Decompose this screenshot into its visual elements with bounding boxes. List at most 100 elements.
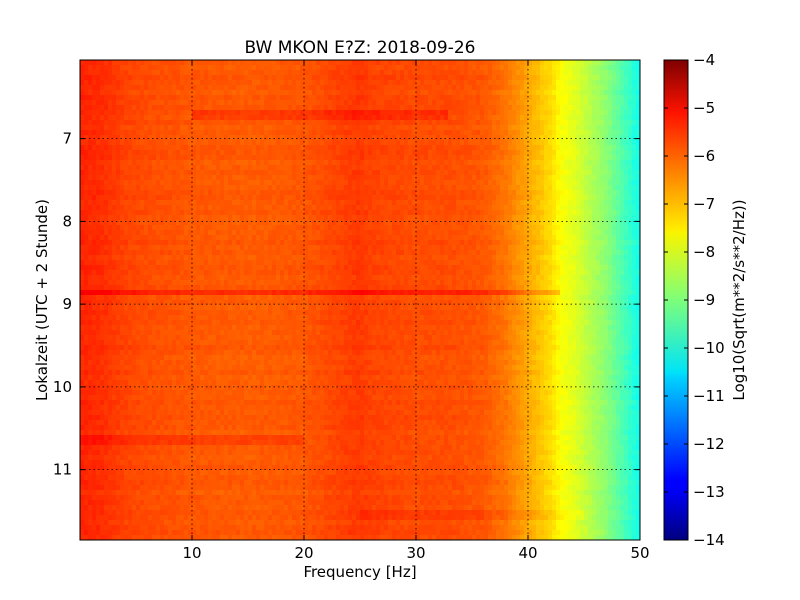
heatmap-cell <box>608 110 613 116</box>
heatmap-cell <box>164 215 169 221</box>
heatmap-cell <box>508 210 513 216</box>
heatmap-cell <box>148 110 153 116</box>
heatmap-cell <box>436 155 441 161</box>
heatmap-cell <box>444 200 449 206</box>
heatmap-cell <box>524 100 529 106</box>
heatmap-cell <box>252 175 257 181</box>
heatmap-cell <box>240 145 245 151</box>
heatmap-cell <box>496 190 501 196</box>
heatmap-cell <box>544 90 549 96</box>
heatmap-cell <box>208 100 213 106</box>
heatmap-cell <box>436 85 441 91</box>
heatmap-cell <box>168 200 173 206</box>
heatmap-cell <box>148 75 153 81</box>
heatmap-cell <box>356 150 361 156</box>
heatmap-cell <box>580 95 585 101</box>
heatmap-cell <box>512 180 517 186</box>
heatmap-cell <box>608 125 613 131</box>
heatmap-cell <box>96 70 101 76</box>
heatmap-cell <box>320 230 325 236</box>
heatmap-cell <box>128 95 133 101</box>
heatmap-cell <box>88 200 93 206</box>
heatmap-cell <box>284 125 289 131</box>
heatmap-cell <box>88 170 93 176</box>
heatmap-cell <box>392 185 397 191</box>
heatmap-cell <box>296 120 301 126</box>
heatmap-cell <box>308 200 313 206</box>
heatmap-cell <box>188 85 193 91</box>
heatmap-cell <box>324 65 329 71</box>
heatmap-cell <box>204 140 209 146</box>
heatmap-cell <box>284 225 289 231</box>
heatmap-cell <box>308 150 313 156</box>
heatmap-cell <box>568 205 573 211</box>
heatmap-cell <box>612 80 617 86</box>
heatmap-cell <box>476 90 481 96</box>
heatmap-cell <box>252 135 257 141</box>
heatmap-cell <box>324 205 329 211</box>
heatmap-cell <box>432 225 437 231</box>
heatmap-cell <box>616 135 621 141</box>
heatmap-cell <box>156 130 161 136</box>
heatmap-cell <box>80 105 85 111</box>
heatmap-cell <box>496 185 501 191</box>
heatmap-cell <box>568 105 573 111</box>
heatmap-cell <box>580 85 585 91</box>
heatmap-cell <box>612 75 617 81</box>
heatmap-cell <box>364 100 369 106</box>
heatmap-cell <box>120 75 125 81</box>
heatmap-cell <box>212 190 217 196</box>
heatmap-cell <box>120 115 125 121</box>
heatmap-cell <box>360 170 365 176</box>
heatmap-cell <box>592 120 597 126</box>
heatmap-cell <box>328 90 333 96</box>
heatmap-cell <box>352 205 357 211</box>
heatmap-cell <box>104 150 109 156</box>
heatmap-cell <box>512 120 517 126</box>
heatmap-cell <box>124 105 129 111</box>
heatmap-cell <box>200 150 205 156</box>
heatmap-cell <box>176 195 181 201</box>
heatmap-cell <box>396 115 401 121</box>
heatmap-cell <box>404 170 409 176</box>
heatmap-cell <box>200 175 205 181</box>
heatmap-cell <box>332 190 337 196</box>
heatmap-cell <box>276 70 281 76</box>
heatmap-cell <box>224 85 229 91</box>
heatmap-cell <box>416 235 421 241</box>
heatmap-cell <box>540 140 545 146</box>
heatmap-cell <box>572 85 577 91</box>
heatmap-cell <box>436 165 441 171</box>
heatmap-cell <box>560 200 565 206</box>
heatmap-cell <box>160 65 165 71</box>
heatmap-cell <box>312 120 317 126</box>
heatmap-cell <box>468 75 473 81</box>
heatmap-cell <box>284 210 289 216</box>
heatmap-cell <box>432 90 437 96</box>
heatmap-cell <box>252 110 257 116</box>
heatmap-cell <box>108 95 113 101</box>
heatmap-cell <box>556 175 561 181</box>
heatmap-cell <box>324 230 329 236</box>
heatmap-cell <box>556 130 561 136</box>
heatmap-cell <box>572 185 577 191</box>
heatmap-cell <box>440 65 445 71</box>
heatmap-cell <box>180 220 185 226</box>
heatmap-cell <box>204 155 209 161</box>
heatmap-cell <box>220 145 225 151</box>
heatmap-cell <box>268 95 273 101</box>
heatmap-cell <box>568 65 573 71</box>
heatmap-cell <box>552 110 557 116</box>
heatmap-cell <box>348 175 353 181</box>
heatmap-cell <box>292 235 297 241</box>
heatmap-cell <box>600 200 605 206</box>
heatmap-cell <box>548 125 553 131</box>
heatmap-cell <box>284 150 289 156</box>
heatmap-cell <box>456 215 461 221</box>
heatmap-cell <box>600 105 605 111</box>
heatmap-cell <box>228 200 233 206</box>
heatmap-cell <box>628 170 633 176</box>
heatmap-cell <box>412 105 417 111</box>
heatmap-cell <box>100 70 105 76</box>
heatmap-cell <box>472 90 477 96</box>
